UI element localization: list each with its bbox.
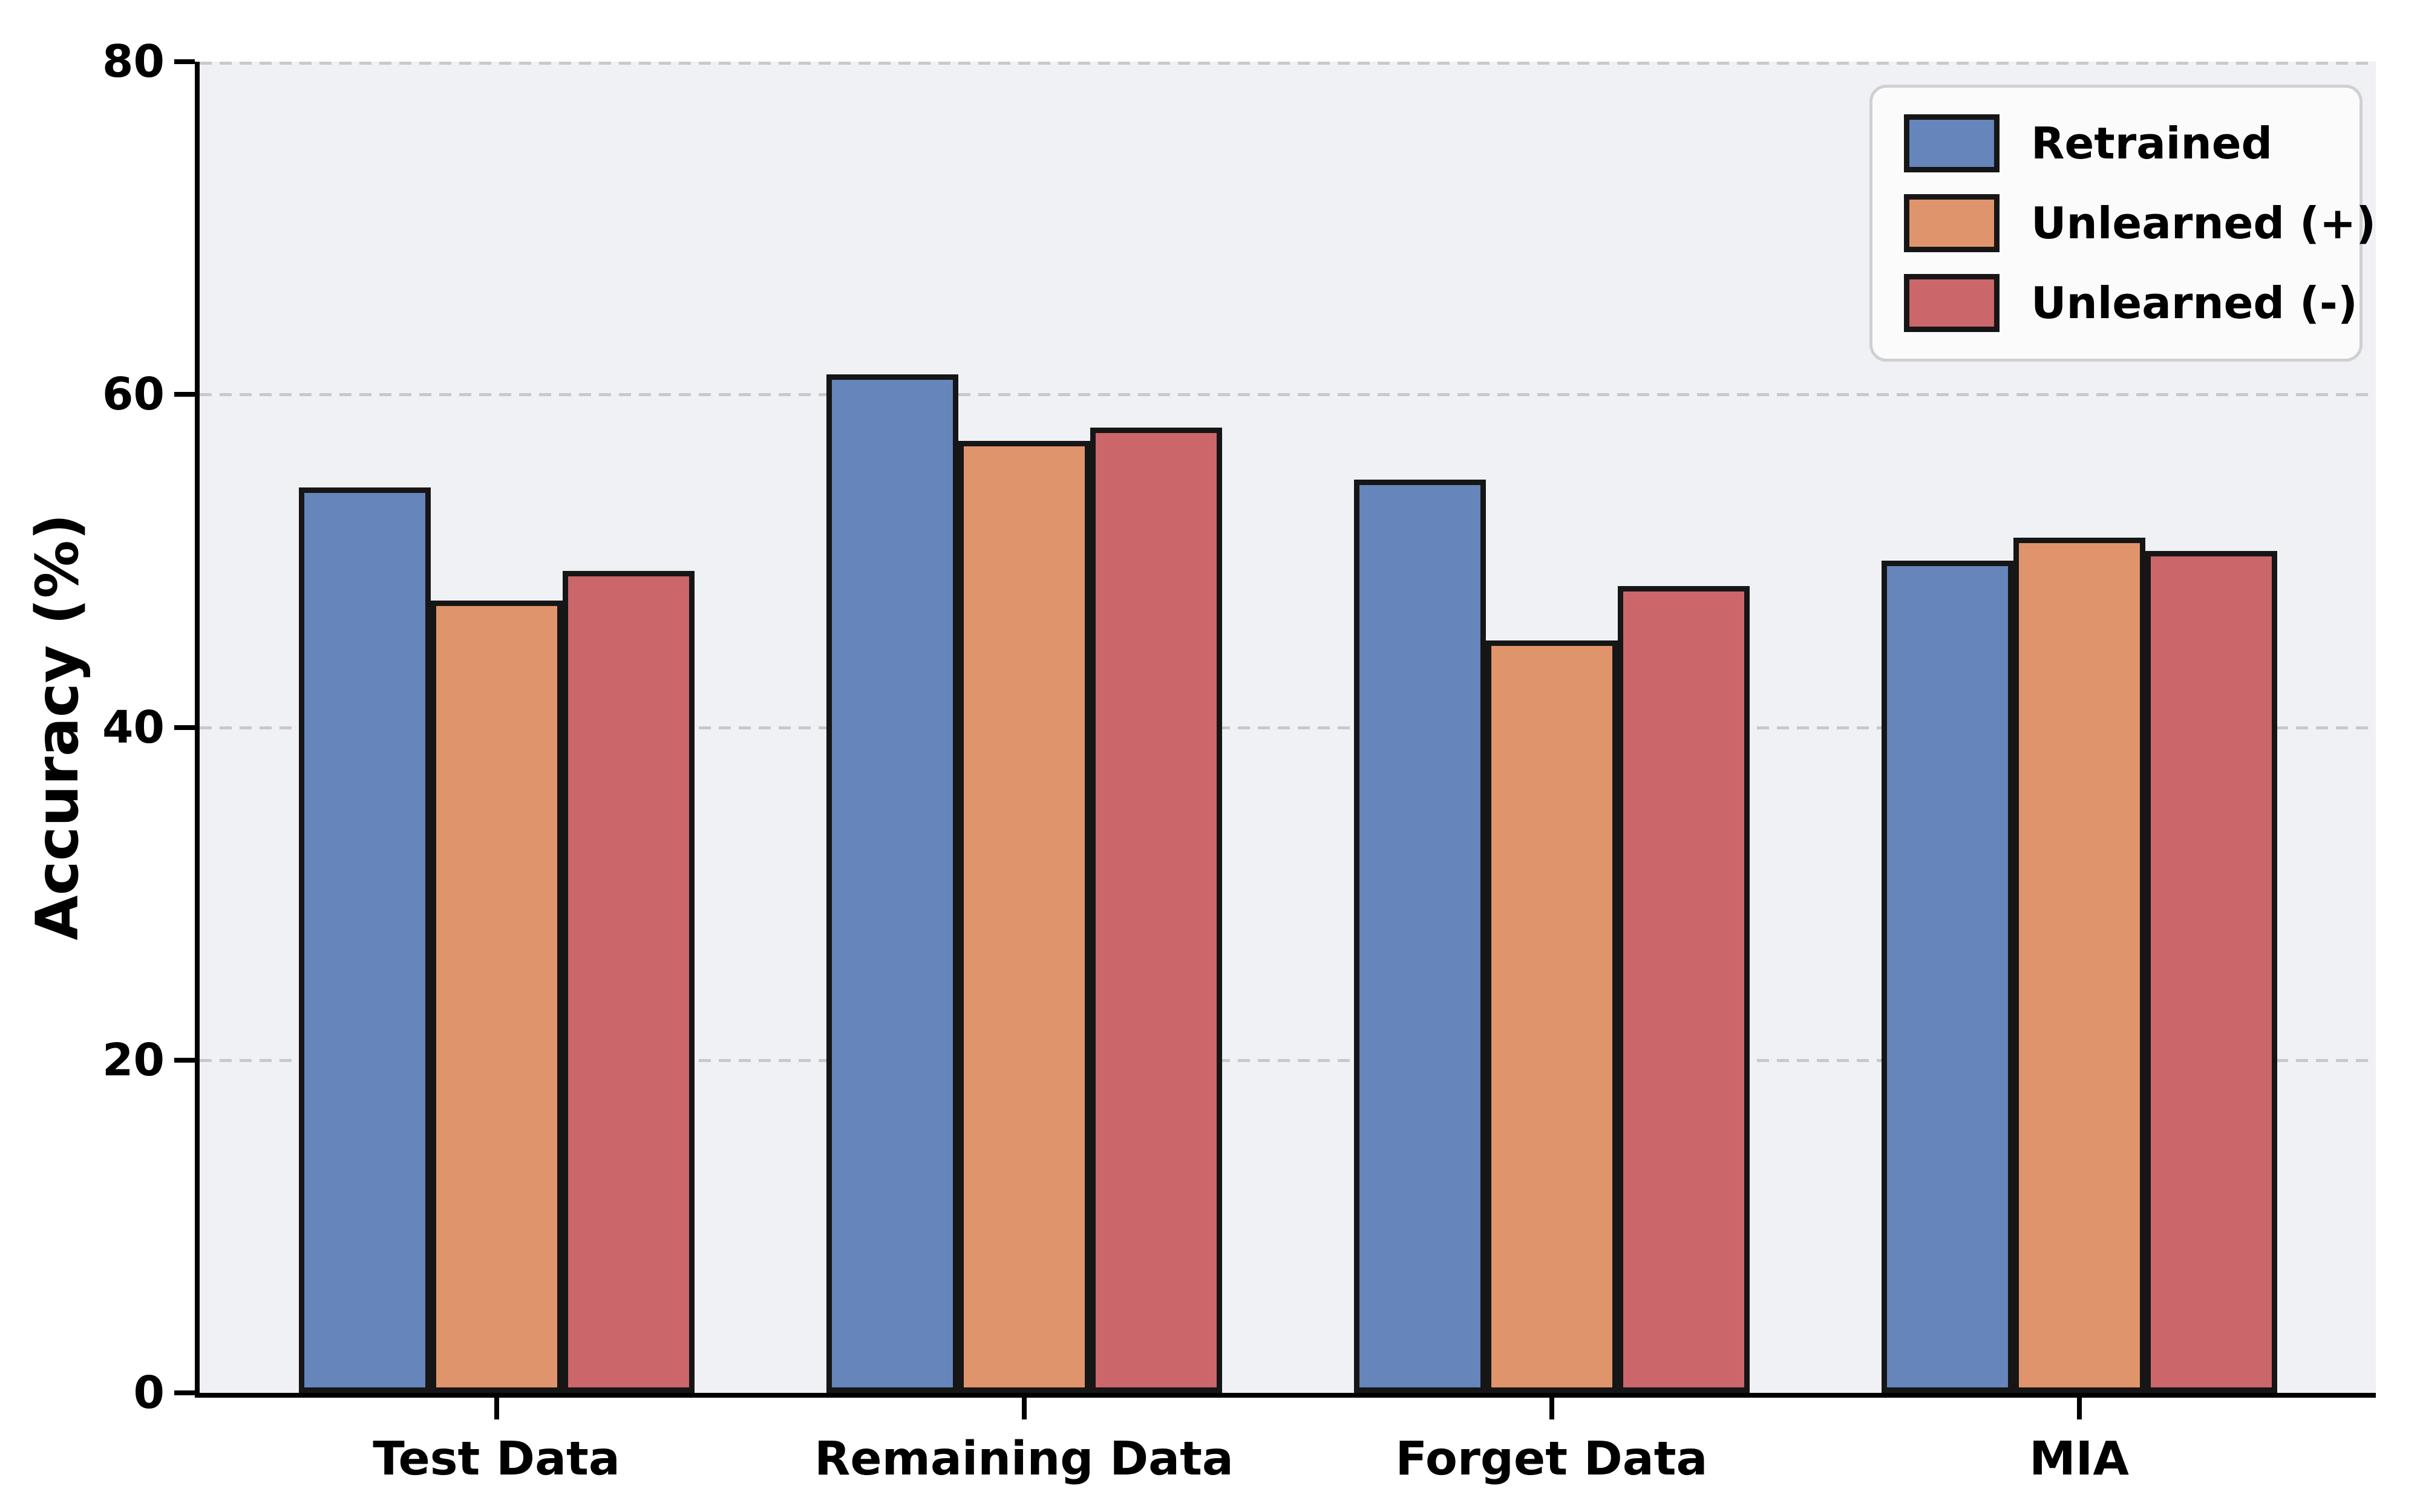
- bar-unlearned-test-data: [562, 571, 695, 1393]
- bar-retrained-test-data: [298, 487, 431, 1393]
- y-tick-mark-0: [174, 1390, 195, 1395]
- y-tick-label-0: 0: [133, 1367, 165, 1419]
- x-tick-label-forget-data: Forget Data: [1395, 1432, 1708, 1486]
- legend-label-unlearned: Unlearned (+): [2031, 198, 2376, 249]
- y-axis-spine: [195, 62, 200, 1398]
- gridline-20: [200, 1058, 2376, 1062]
- x-tick-mark-remaining-data: [1021, 1398, 1027, 1419]
- gridline-80: [200, 62, 2376, 65]
- x-tick-label-remaining-data: Remaining Data: [814, 1432, 1234, 1486]
- y-tick-label-20: 20: [102, 1034, 165, 1086]
- bar-unlearned-remaining-data: [1090, 428, 1222, 1393]
- bar-unlearned-forget-data: [1617, 586, 1750, 1393]
- bar-retrained-mia: [1881, 561, 2013, 1393]
- bar-unlearned-mia: [2013, 538, 2145, 1393]
- bar-unlearned-forget-data: [1485, 640, 1618, 1393]
- legend-swatch-retrained: [1904, 114, 2000, 172]
- legend-label-retrained: Retrained: [2031, 118, 2273, 169]
- y-tick-label-60: 60: [102, 368, 165, 421]
- x-tick-mark-test-data: [494, 1398, 499, 1419]
- y-tick-label-80: 80: [102, 36, 165, 88]
- bar-unlearned-remaining-data: [958, 441, 1090, 1393]
- legend-item-unlearned: Unlearned (+): [1904, 194, 2376, 252]
- gridline-60: [200, 393, 2376, 397]
- x-tick-mark-mia: [2076, 1398, 2082, 1419]
- bar-retrained-forget-data: [1353, 480, 1486, 1393]
- bar-retrained-remaining-data: [826, 374, 958, 1393]
- y-tick-mark-40: [174, 725, 195, 730]
- x-tick-label-mia: MIA: [2029, 1432, 2129, 1486]
- legend: Retrained Unlearned (+) Unlearned (-): [1869, 85, 2376, 362]
- legend-item-retrained: Retrained: [1904, 114, 2328, 172]
- gridline-40: [200, 726, 2376, 729]
- y-tick-label-40: 40: [102, 701, 165, 754]
- x-tick-label-test-data: Test Data: [373, 1432, 620, 1486]
- legend-swatch-unlearned: [1904, 274, 2000, 332]
- x-axis-spine: [195, 1393, 2376, 1398]
- y-tick-mark-20: [174, 1057, 195, 1063]
- bar-unlearned-mia: [2145, 551, 2277, 1393]
- legend-item-unlearned: Unlearned (-): [1904, 274, 2358, 332]
- bar-unlearned-test-data: [430, 601, 563, 1393]
- legend-swatch-unlearned: [1904, 194, 2000, 252]
- y-tick-mark-80: [174, 59, 195, 64]
- legend-label-unlearned: Unlearned (-): [2031, 278, 2358, 328]
- x-tick-mark-forget-data: [1549, 1398, 1554, 1419]
- y-tick-mark-60: [174, 392, 195, 397]
